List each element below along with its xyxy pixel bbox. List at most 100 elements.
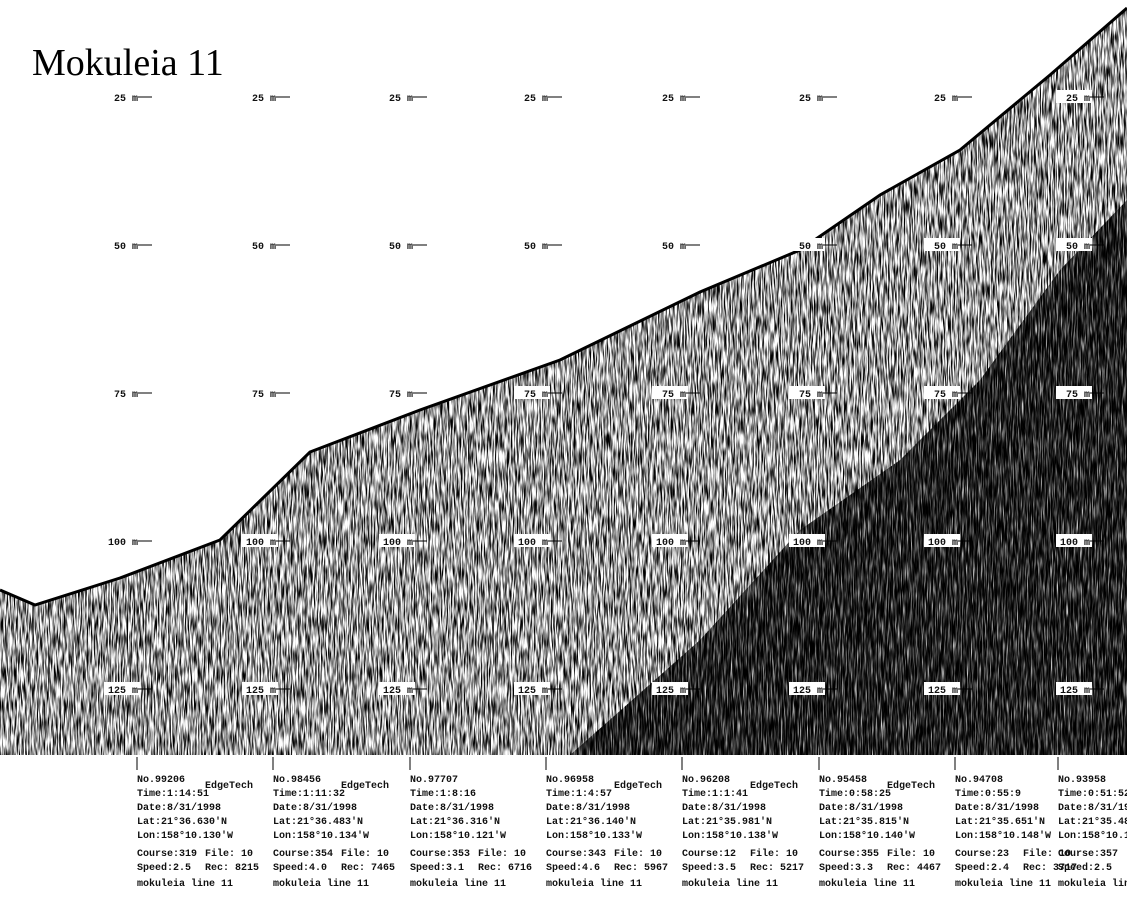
record-line: mokuleia line 11 (1058, 878, 1127, 890)
record-lon: Lon:158°10.121'W (410, 830, 506, 842)
record-rec: Rec: 8215 (205, 863, 259, 874)
depth-label: 50 m (252, 242, 276, 253)
record-lon: Lon:158°10.148'W (955, 830, 1051, 842)
depth-label-box (789, 386, 825, 399)
record-time: Time:0:55:9 (955, 788, 1021, 800)
record-course: Course:23 (955, 849, 1009, 860)
record-lat: Lat:21°35.651'N (955, 816, 1045, 828)
depth-label: 75 m (1066, 390, 1090, 401)
record-date: Date:8/31/1998 (955, 802, 1039, 814)
record-lat: Lat:21°36.140'N (546, 816, 636, 828)
record-file: File: 10 (341, 848, 389, 860)
depth-label-box (514, 386, 550, 399)
depth-label: 75 m (389, 390, 413, 401)
depth-label-box (924, 386, 960, 399)
depth-label-box (652, 682, 688, 695)
depth-label: 50 m (662, 242, 686, 253)
record-speed: Speed:3.1 (410, 862, 464, 874)
depth-label: 125 m (383, 686, 413, 697)
depth-label-box (789, 534, 825, 547)
depth-label: 50 m (934, 242, 958, 253)
depth-label: 50 m (1066, 242, 1090, 253)
depth-label-box (242, 534, 278, 547)
depth-label-box (652, 386, 688, 399)
record-no: No.97707 (410, 775, 458, 786)
depth-label-box (514, 534, 550, 547)
record-date: Date:8/31/1998 (546, 802, 630, 814)
record-time: Time:1:4:57 (546, 788, 612, 800)
record-no: No.95458 (819, 775, 867, 786)
record-no: No.93958 (1058, 775, 1106, 786)
record-speed: Speed:4.6 (546, 862, 600, 874)
record-line: mokuleia line 11 (682, 878, 778, 890)
record-speed: Speed:2.4 (955, 862, 1009, 874)
record-lat: Lat:21°36.630'N (137, 816, 227, 828)
depth-label-box (789, 682, 825, 695)
record-vendor: EdgeTech (205, 780, 253, 792)
record-lat: Lat:21°36.316'N (410, 816, 500, 828)
record-lon: Lon:158°10.138'W (682, 830, 778, 842)
record-time: Time:1:1:41 (682, 788, 748, 800)
depth-label: 75 m (114, 390, 138, 401)
depth-label-box (514, 90, 550, 103)
record-course: Course:343 (546, 849, 606, 860)
depth-label: 75 m (662, 390, 686, 401)
depth-label-box (379, 386, 415, 399)
depth-label: 100 m (1060, 538, 1090, 549)
record-lon: Lon:158°10.130'W (137, 830, 233, 842)
depth-label: 50 m (114, 242, 138, 253)
depth-label-box (789, 238, 825, 251)
record-time: Time:1:11:32 (273, 788, 345, 800)
depth-label: 25 m (1066, 94, 1090, 105)
record-file: File: 10 (614, 848, 662, 860)
depth-label: 100 m (928, 538, 958, 549)
depth-label-box (924, 90, 960, 103)
record-date: Date:8/31/1998 (273, 802, 357, 814)
record-vendor: EdgeTech (750, 780, 798, 792)
record-lon: Lon:158°10.154'W (1058, 830, 1127, 842)
depth-label: 100 m (656, 538, 686, 549)
depth-label-box (652, 238, 688, 251)
record-date: Date:8/31/1998 (819, 802, 903, 814)
depth-label: 125 m (518, 686, 548, 697)
record-course: Course:12 (682, 849, 736, 860)
record-line: mokuleia line 11 (546, 878, 642, 890)
depth-label: 125 m (108, 686, 138, 697)
record-time: Time:0:51:52 (1058, 788, 1127, 800)
record-course: Course:355 (819, 849, 879, 860)
depth-label-box (379, 682, 415, 695)
record-date: Date:8/31/1998 (410, 802, 494, 814)
depth-label: 25 m (252, 94, 276, 105)
depth-label: 25 m (114, 94, 138, 105)
record-course: Course:319 (137, 849, 197, 860)
record-file: File: 10 (750, 848, 798, 860)
depth-label: 25 m (934, 94, 958, 105)
record-date: Date:8/31/1998 (1058, 802, 1127, 814)
record-lon: Lon:158°10.134'W (273, 830, 369, 842)
record-lat: Lat:21°35.480'N (1058, 816, 1127, 828)
depth-label: 125 m (793, 686, 823, 697)
record-speed: Speed:4.0 (273, 862, 327, 874)
depth-label-box (1056, 238, 1092, 251)
record-lon: Lon:158°10.140'W (819, 830, 915, 842)
record-speed: Speed:2.5 (1058, 862, 1112, 874)
record-line: mokuleia line 11 (137, 878, 233, 890)
depth-label-box (242, 90, 278, 103)
depth-label-box (104, 534, 140, 547)
record-file: File: 10 (205, 848, 253, 860)
depth-label: 125 m (656, 686, 686, 697)
depth-label-box (1056, 386, 1092, 399)
depth-label: 50 m (799, 242, 823, 253)
depth-label: 100 m (246, 538, 276, 549)
record-course: Course:353 (410, 849, 470, 860)
record-rec: Rec: 5967 (614, 863, 668, 874)
depth-label: 25 m (662, 94, 686, 105)
depth-label-box (1056, 682, 1092, 695)
record-time: Time:0:58:25 (819, 788, 891, 800)
depth-label-box (1056, 90, 1092, 103)
depth-label: 100 m (383, 538, 413, 549)
depth-label: 100 m (793, 538, 823, 549)
record-date: Date:8/31/1998 (137, 802, 221, 814)
record-rec: Rec: 5217 (750, 863, 804, 874)
